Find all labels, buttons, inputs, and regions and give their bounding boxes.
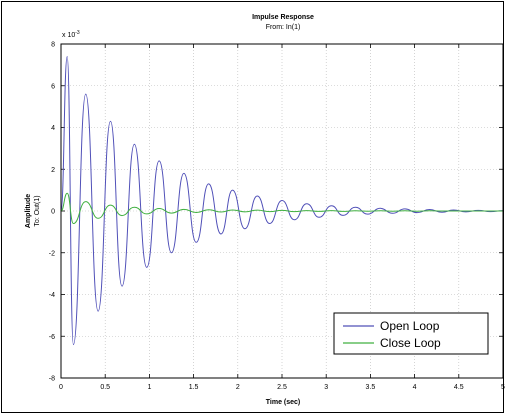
y-tick-label: 8 (51, 42, 55, 49)
axis-ticks: 0 0.5 1 1.5 2 2.5 3 3.5 4 4.5 5 -8 -6 -4 -2 0 2 4 6 8 (49, 42, 505, 392)
y-tick-label: 0 (51, 209, 55, 216)
y-tick-label: -6 (49, 334, 55, 341)
x-tick-label: 0.5 (100, 384, 110, 391)
y-tick-label: -2 (49, 250, 55, 257)
close-loop-line (60, 192, 503, 225)
y-tick-label: 4 (51, 125, 55, 132)
y-tick-label: -4 (49, 292, 55, 299)
y-tick-label: 6 (51, 83, 55, 90)
chart-title: Impulse Response (252, 14, 314, 21)
legend-label-close-loop: Close Loop (380, 336, 441, 350)
series-lines (60, 56, 504, 346)
x-tick-label: 5 (501, 384, 505, 391)
x-tick-label: 0 (59, 384, 63, 391)
y-tick-label: -8 (49, 376, 55, 383)
x-tick-label: 3.5 (366, 384, 376, 391)
legend-box (333, 312, 489, 355)
x-tick-label: 2.5 (277, 384, 287, 391)
x-tick-label: 4.5 (454, 384, 464, 391)
y-multiplier-label: x 10-3 (62, 30, 80, 39)
y-axis-label: Amplitude (25, 194, 32, 228)
x-tick-label: 1.5 (189, 384, 199, 391)
legend: Open Loop Close Loop (333, 312, 489, 355)
chart-subtitle: From: In(1) (266, 24, 301, 31)
x-tick-label: 4 (413, 384, 417, 391)
open-loop-line (60, 56, 504, 346)
y-axis-output-label: To: Out(1) (34, 195, 41, 226)
x-axis-label: Time (sec) (266, 399, 301, 406)
x-tick-label: 3 (324, 384, 328, 391)
x-tick-label: 1 (147, 384, 151, 391)
y-multiplier-base: x 10 (62, 32, 75, 39)
y-multiplier-exponent: -3 (75, 30, 80, 36)
y-tick-label: 2 (51, 167, 55, 174)
legend-label-open-loop: Open Loop (380, 319, 440, 333)
plot-area (60, 43, 504, 379)
x-tick-label: 2 (236, 384, 240, 391)
